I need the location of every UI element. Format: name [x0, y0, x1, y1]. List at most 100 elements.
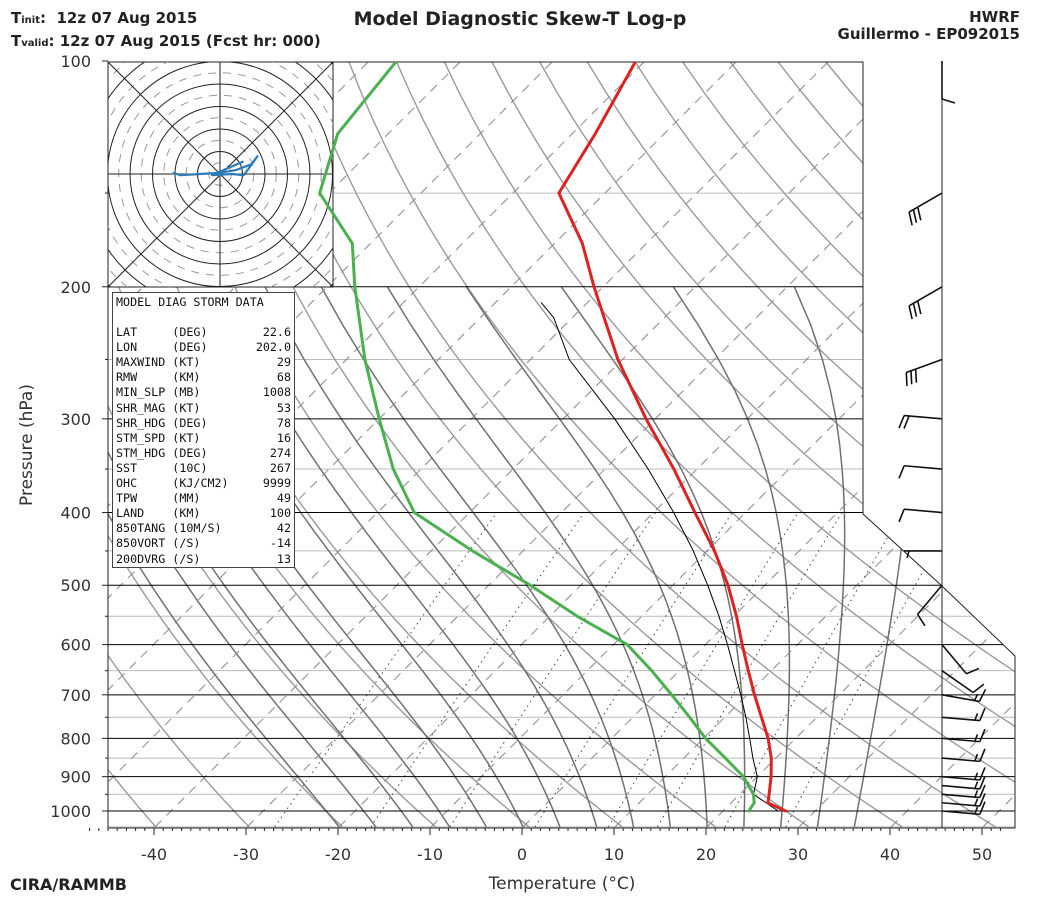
dry-adiabat: [395, 62, 1015, 828]
wind-barb-flag: [916, 300, 922, 315]
parcel-line: [540, 302, 779, 812]
isotherm: [108, 62, 554, 828]
y-tick-label: 1000: [50, 802, 91, 821]
storm-data-label: SST (10C): [116, 460, 208, 475]
storm-data-label: 200DVRG (/S): [116, 551, 201, 566]
storm-data-value: 42: [276, 521, 291, 536]
wind-barb-flag: [898, 508, 905, 523]
chart-title: Model Diagnostic Skew-T Log-p: [353, 8, 687, 30]
wind-barb: [941, 644, 980, 675]
storm-data-label: RMW (KM): [116, 370, 201, 385]
storm-data-value: 13: [276, 551, 291, 566]
y-tick-label: 200: [60, 278, 91, 297]
dry-adiabat: [108, 62, 250, 828]
wind-barb-flag: [979, 776, 986, 790]
temperature-line: [557, 62, 788, 813]
x-tick-label: 50: [972, 845, 992, 864]
moist-adiabat: [234, 324, 561, 828]
wind-barb-flag: [916, 206, 922, 221]
storm-data-row: OHC (KJ/CM2) 9999: [116, 476, 291, 491]
y-axis-title: Pressure (hPa): [17, 384, 37, 506]
storm-data-row: MIN_SLP (MB) 1008: [116, 385, 291, 400]
storm-data-row: LAND (KM) 100: [116, 506, 291, 521]
isotherm: [522, 62, 1015, 828]
moist-adiabat: [793, 286, 846, 828]
wind-barb-shaft: [941, 670, 974, 694]
storm-data-row: RMW (KM) 68: [116, 370, 291, 385]
wind-barb-shaft: [941, 716, 980, 722]
mixing-ratio-line: [449, 512, 656, 828]
y-tick-label: 900: [60, 768, 91, 787]
storm-data-row: 850TANG (10M/S) 42: [116, 521, 291, 536]
dry-adiabat: [586, 62, 1015, 828]
storm-data-row: STM_SPD (KT) 16: [116, 431, 291, 446]
wind-barb-shaft: [904, 508, 943, 514]
storm-data-label: STM_HDG (DEG): [116, 445, 208, 460]
y-tick-label: 300: [60, 410, 91, 429]
storm-data-label: TPW (MM): [116, 491, 201, 506]
storm-data-label: STM_SPD (KT): [116, 430, 201, 445]
storm-data-label: LON (DEG): [116, 340, 208, 355]
storm-data-row: LON (DEG) 202.0: [116, 340, 291, 355]
storm-data-row: SHR_MAG (KT) 53: [116, 401, 291, 416]
wind-barb: [941, 801, 986, 816]
isotherm: [154, 62, 922, 828]
y-tick-label: 100: [60, 52, 91, 71]
wind-barb-half-flag: [974, 753, 979, 762]
x-tick-label: -40: [141, 845, 167, 864]
wind-barb: [908, 192, 943, 226]
storm-data-label: 850VORT (/S): [116, 536, 201, 551]
wind-barb-shaft: [904, 464, 943, 470]
storm-data-value: 100: [269, 506, 291, 521]
wind-barb-flag: [905, 372, 908, 387]
dry-adiabat: [1016, 61, 1040, 827]
wind-barb: [941, 767, 986, 781]
x-tick-label: 0: [517, 845, 527, 864]
dry-adiabat: [490, 62, 1015, 828]
wind-barb-flag: [979, 801, 986, 815]
storm-data-row: 200DVRG (/S) 13: [116, 552, 291, 567]
wind-barb-half-flag: [974, 790, 979, 798]
wind-barb-half-flag: [906, 550, 910, 559]
wind-barb-shaft: [916, 584, 943, 615]
mixing-ratio-line: [657, 512, 843, 828]
isotherm: [108, 62, 738, 828]
wind-barb-flag: [898, 415, 905, 429]
wind-barb-shaft: [941, 694, 980, 703]
wind-barb: [898, 464, 943, 479]
wind-barb-half-flag: [974, 781, 979, 789]
wind-barb-shaft: [908, 286, 943, 307]
dry-adiabat: [108, 62, 343, 828]
wind-barb-shaft: [941, 644, 968, 675]
wind-barb-half-flag: [974, 806, 979, 815]
moist-adiabat: [320, 286, 635, 828]
dry-adiabat: [967, 62, 1015, 828]
storm-name: Guillermo - EP092015: [837, 25, 1020, 43]
wind-barb-shaft: [941, 801, 980, 807]
storm-data-value: 68: [276, 370, 291, 385]
wind-barb: [941, 784, 986, 799]
y-tick-label: 600: [60, 636, 91, 655]
wind-barb-flag: [979, 728, 986, 742]
init-time: Tinit: 12z 07 Aug 2015: [11, 9, 198, 27]
storm-data-table: MODEL DIAG STORM DATA LAT (DEG) 22.6 LON (…: [112, 292, 295, 568]
storm-data-value: 53: [276, 400, 291, 415]
wind-barb-flag: [941, 98, 956, 104]
isotherm: [614, 62, 1015, 828]
dry-adiabat: [824, 62, 1015, 828]
wind-barb-shaft: [941, 793, 980, 799]
wind-barb-flag: [979, 748, 986, 762]
wind-barb-flag: [898, 465, 905, 479]
wind-barb-flag: [903, 415, 910, 429]
isotherm: [430, 62, 1015, 828]
moist-adiabat: [672, 286, 791, 827]
wind-barb-flag: [912, 303, 918, 317]
wind-barb: [941, 707, 986, 722]
storm-data-value: 22.6: [262, 325, 291, 340]
wind-barb-flag: [979, 793, 986, 807]
storm-data-label: 850TANG (10M/S): [116, 521, 222, 536]
storm-data-value: 78: [276, 415, 291, 430]
wind-barb-flag: [979, 707, 986, 721]
hodograph: [108, 62, 333, 287]
wind-barb-flag: [908, 211, 913, 226]
